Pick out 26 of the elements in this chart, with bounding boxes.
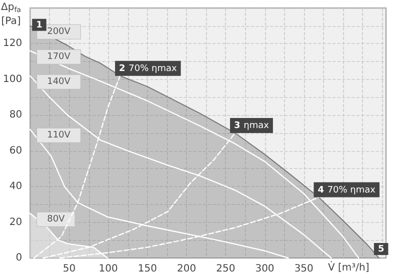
series-label: 170V [47,52,72,62]
series-label: 200V [47,26,72,37]
y-tick-label: 100 [2,74,22,85]
x-tick-label: 50 [62,264,76,274]
y-axis-title: Δp$_{fa}$ [Pa] [1,2,21,28]
annotation: 5 [378,244,384,254]
y-tick-label: 60 [9,145,22,156]
y-tick-label: 120 [2,38,22,50]
annotation: 4 70% ηmax [318,185,376,196]
series-label: 110V [47,130,72,140]
x-tick-label: 200 [176,264,196,274]
x-tick-label: 150 [138,264,157,274]
series-label: 80V [47,214,66,224]
annotation: 1 [36,20,42,30]
series-label: 140V [47,76,72,87]
y-tick-label: 80 [9,110,22,121]
annotation: 2 70% ηmax [119,64,178,74]
x-tick-label: 100 [98,264,118,274]
y-tick-label: 20 [9,216,22,228]
x-axis-title: V̇ [m³/h] [328,260,370,274]
y-tick-label: 0 [16,252,22,264]
x-tick-label: 250 [216,264,236,274]
y-tick-label: 40 [9,181,22,192]
x-tick-label: 300 [255,264,274,274]
annotation: 3 ηmax [234,121,270,131]
x-tick-label: 350 [294,264,314,274]
